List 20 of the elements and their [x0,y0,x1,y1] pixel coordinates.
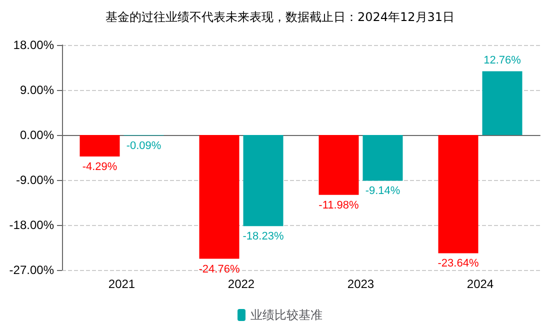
data-label: -9.14% [365,185,400,198]
y-tick-label: 9.00% [20,83,54,97]
x-tick-label: 2024 [466,277,494,291]
y-tick-label: 0.00% [20,128,54,142]
data-label: -24.76% [198,263,240,276]
y-tick-label: -9.00% [16,173,54,187]
x-tick-label: 2022 [228,277,255,291]
y-tick-label: -27.00% [9,263,54,277]
y-tick-label: 18.00% [13,38,54,52]
x-tick-label: 2021 [108,277,136,291]
data-label: -0.09% [126,140,162,152]
chart-title: 基金的过往业绩不代表未来表现，数据截止日：2024年12月31日 [105,10,455,24]
data-label: 12.76% [484,54,522,67]
data-label: -18.23% [242,230,284,243]
x-tick-label: 2023 [347,277,374,291]
legend-label: 业绩比较基准 [250,308,322,322]
data-label: -23.64% [438,258,479,270]
data-label: -11.98% [318,199,360,212]
data-label: -4.29% [82,160,118,173]
y-tick-label: -18.00% [9,218,54,232]
